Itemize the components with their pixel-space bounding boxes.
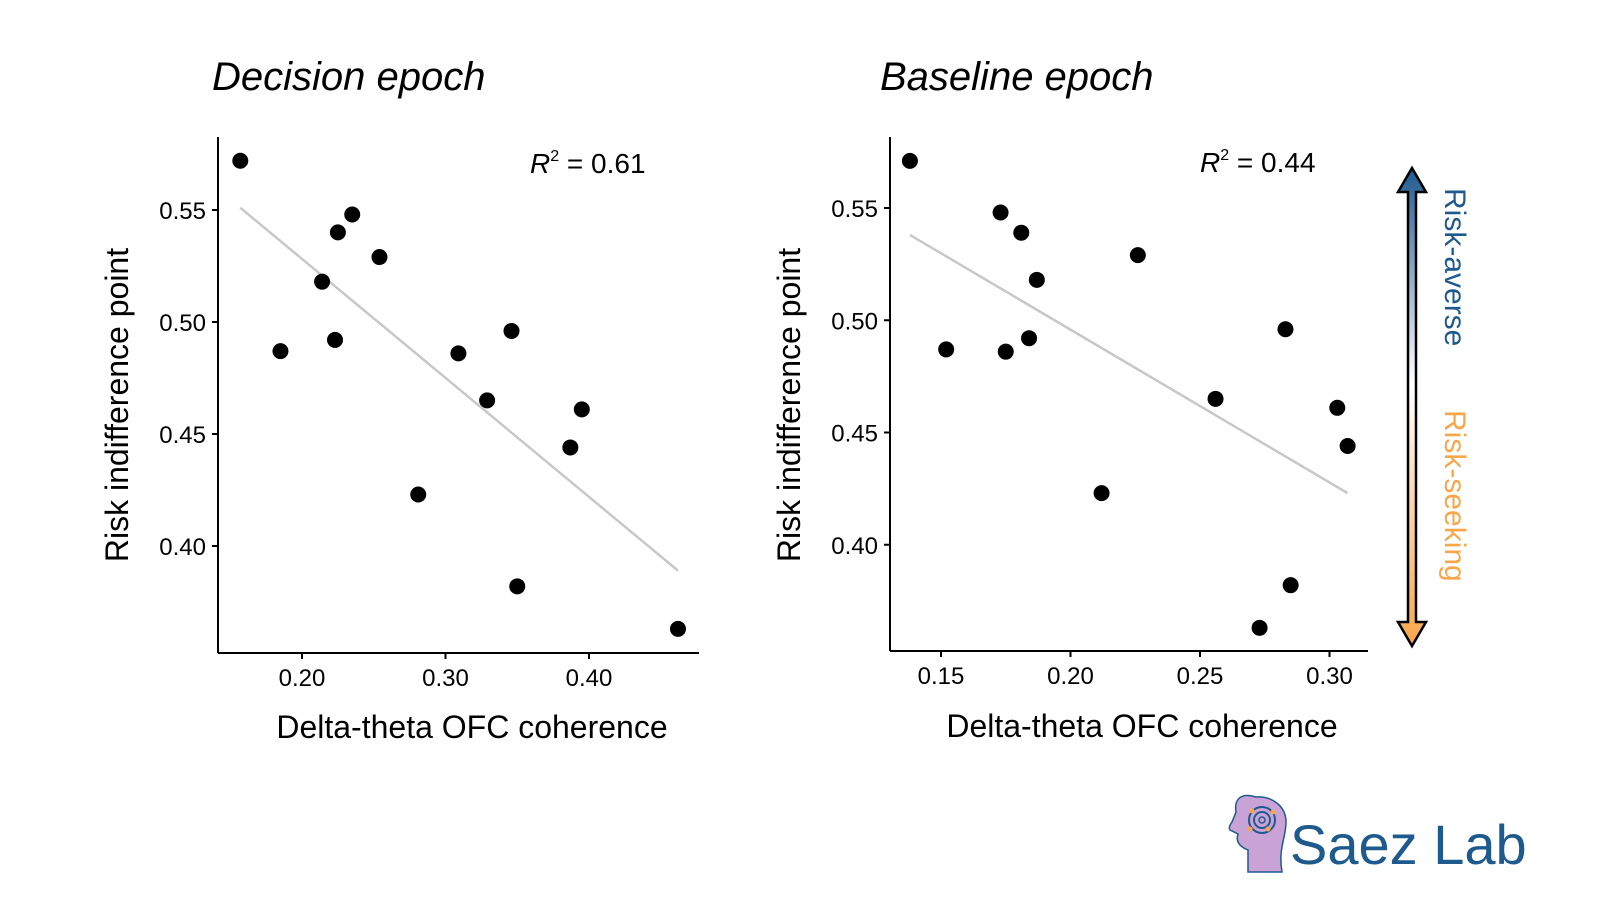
y-tick-label: 0.45 (159, 422, 206, 449)
y-tick-label: 0.50 (831, 308, 878, 335)
x-tick-label: 0.20 (1047, 663, 1094, 690)
data-point (1339, 437, 1356, 454)
data-point (1251, 619, 1268, 636)
data-point (1282, 577, 1299, 594)
risk-averse-label: Risk-averse (1438, 188, 1471, 346)
data-point (669, 620, 686, 637)
data-point (327, 331, 344, 348)
y-tick-label: 0.40 (831, 533, 878, 560)
data-point (410, 486, 427, 503)
baseline-epoch-panel: Baseline epoch Risk indifference point D… (771, 55, 1368, 744)
data-point (1021, 330, 1038, 347)
data-point (938, 341, 955, 358)
data-point (344, 206, 361, 223)
y-axis-label: Risk indifference point (771, 248, 807, 562)
x-tick-label: 0.30 (1306, 663, 1353, 690)
data-point (232, 152, 249, 169)
y-tick-label: 0.55 (831, 196, 878, 223)
head-icon (1228, 794, 1287, 873)
x-tick-label: 0.40 (566, 665, 613, 692)
data-point (992, 204, 1009, 221)
chart-title: Decision epoch (212, 55, 486, 99)
data-point (503, 322, 520, 339)
data-point (1028, 271, 1045, 288)
double-arrow-icon (1395, 165, 1429, 649)
y-tick-label: 0.45 (831, 421, 878, 448)
x-tick-label: 0.20 (279, 665, 326, 692)
regression-line (909, 233, 1349, 495)
data-point (1207, 390, 1224, 407)
risk-direction-arrow: Risk-averse Risk-seeking (1395, 165, 1471, 649)
data-point (1013, 224, 1030, 241)
y-axis-label: Risk indifference point (99, 248, 135, 562)
r-squared-annotation: R2 = 0.61 (530, 148, 646, 179)
chart-title: Baseline epoch (880, 55, 1154, 99)
y-tick-label: 0.40 (159, 534, 206, 561)
risk-seeking-label: Risk-seeking (1438, 410, 1471, 582)
y-tick-label: 0.50 (159, 310, 206, 337)
x-axis-label: Delta-theta OFC coherence (276, 709, 667, 745)
data-point (997, 343, 1014, 360)
y-tick-label: 0.55 (159, 198, 206, 225)
data-point (1129, 247, 1146, 264)
regression-line (239, 206, 679, 572)
r-squared-annotation: R2 = 0.44 (1200, 147, 1316, 178)
data-point (1277, 321, 1294, 338)
data-point (450, 345, 467, 362)
data-point (314, 273, 331, 290)
saez-lab-logo: Saez Lab (1228, 794, 1527, 876)
data-point (272, 343, 289, 360)
data-point (329, 224, 346, 241)
data-point (1093, 485, 1110, 502)
logo-text: Saez Lab (1290, 813, 1527, 876)
data-point (562, 439, 579, 456)
x-axis-label: Delta-theta OFC coherence (946, 708, 1337, 744)
data-point (509, 578, 526, 595)
decision-epoch-panel: Decision epoch Risk indifference point D… (99, 55, 699, 745)
data-point (371, 249, 388, 266)
data-point (479, 392, 496, 409)
x-tick-label: 0.15 (918, 663, 965, 690)
data-point (901, 152, 918, 169)
x-tick-label: 0.30 (422, 665, 469, 692)
data-point (573, 401, 590, 418)
x-tick-label: 0.25 (1177, 663, 1224, 690)
data-point (1329, 399, 1346, 416)
